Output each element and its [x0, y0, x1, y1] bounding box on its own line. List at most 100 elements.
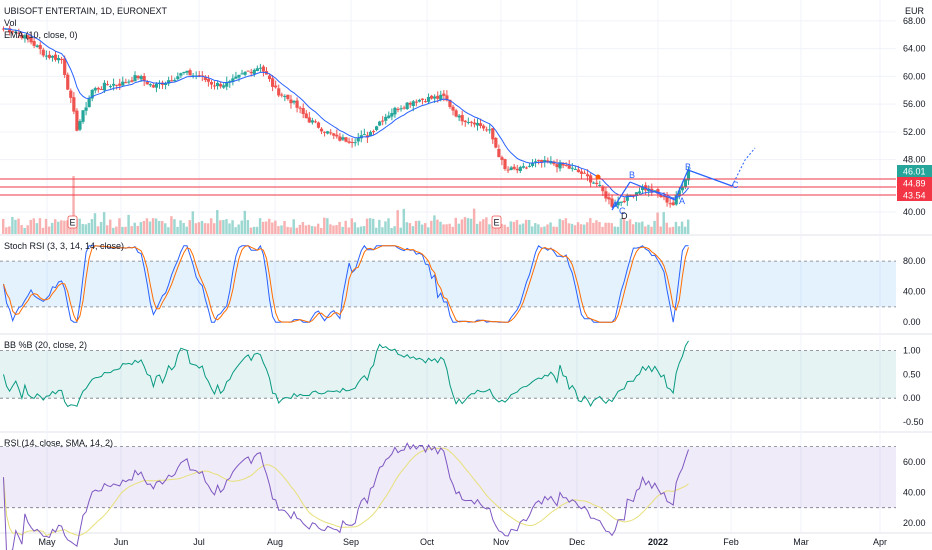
volume-bar — [246, 220, 250, 234]
candle-body — [344, 137, 348, 142]
candle-body — [454, 110, 458, 117]
x-tick-label: Dec — [569, 537, 586, 547]
indicator-tick-label: 60.00 — [903, 457, 926, 467]
volume-bar — [579, 224, 583, 234]
volume-bar — [494, 225, 497, 234]
volume-bar — [136, 225, 139, 234]
candle-body — [170, 80, 174, 82]
candle-body — [585, 174, 590, 177]
volume-bar — [133, 222, 136, 234]
candle-body — [96, 87, 100, 90]
candle-body — [439, 94, 443, 100]
candle-body — [610, 198, 614, 207]
volume-bar — [433, 215, 436, 234]
candle-body — [274, 85, 278, 88]
candle-body — [378, 121, 382, 126]
candle-body — [457, 115, 461, 118]
volume-bar — [475, 223, 479, 234]
volume-bar — [534, 223, 537, 234]
volume-bar — [509, 221, 513, 234]
volume-bar — [445, 224, 448, 234]
candle-body — [445, 95, 449, 101]
candle-body — [396, 108, 400, 110]
candle-body — [105, 84, 110, 86]
indicator-tick-label: 0.00 — [903, 393, 921, 403]
volume-bar — [564, 218, 568, 234]
volume-bar — [613, 226, 617, 234]
volume-bar — [472, 208, 476, 234]
volume-bars — [2, 176, 690, 234]
candle-body — [108, 86, 113, 88]
volume-bar — [558, 218, 561, 234]
volume-bar — [148, 221, 152, 234]
volume-bar — [274, 220, 277, 234]
candle-body — [63, 58, 67, 75]
wave-label: C — [619, 206, 626, 216]
volume-bar — [66, 220, 69, 234]
volume-bar — [604, 222, 607, 234]
candle-body — [182, 72, 186, 74]
candle-body — [448, 99, 452, 107]
earnings-marker — [67, 215, 78, 229]
volume-bar — [423, 223, 427, 234]
candle-body — [23, 35, 27, 39]
volume-bar — [653, 220, 656, 234]
volume-bar — [182, 223, 185, 234]
volume-bar — [576, 222, 580, 234]
price-tick-label: 48.00 — [903, 155, 926, 165]
candle-body — [347, 141, 351, 143]
volume-bar — [518, 224, 522, 234]
candle-body — [167, 80, 171, 84]
volume-bar — [310, 226, 314, 234]
volume-bar — [2, 218, 5, 234]
volume-bar — [167, 227, 170, 234]
candle-body — [417, 99, 421, 102]
volume-bar — [497, 223, 500, 234]
chart-grid — [0, 0, 932, 534]
volume-bar — [582, 224, 586, 234]
x-tick-label: Feb — [723, 537, 739, 547]
volume-bar — [463, 217, 467, 234]
candle-body — [307, 117, 311, 123]
indicator-panes[interactable] — [3, 244, 689, 550]
volume-bar — [390, 227, 393, 234]
candle-body — [475, 122, 480, 126]
candle-body — [249, 71, 253, 74]
price-pane[interactable] — [1, 25, 691, 209]
candle-body — [304, 113, 308, 119]
candle-body — [527, 165, 532, 167]
candle-body — [185, 70, 189, 73]
volume-bar — [491, 225, 494, 234]
volume-bar — [365, 218, 369, 234]
volume-bar — [200, 220, 204, 234]
candle-body — [319, 128, 324, 132]
volume-bar — [662, 212, 665, 234]
volume-bar — [347, 227, 350, 234]
candle-body — [8, 28, 12, 33]
x-tick-label: Jul — [193, 537, 205, 547]
candle-body — [503, 159, 507, 169]
candle-body — [203, 76, 207, 81]
volume-bar — [503, 224, 506, 234]
volume-bar — [506, 226, 509, 234]
candle-body — [350, 141, 354, 143]
volume-bar — [524, 219, 528, 234]
candle-body — [219, 84, 223, 87]
candle-body — [280, 94, 284, 96]
volume-bar — [650, 226, 653, 234]
candle-body — [582, 172, 587, 174]
currency-label: EUR — [905, 6, 925, 16]
candle-body — [163, 82, 168, 86]
volume-bar — [304, 225, 308, 234]
indicator-tick-label: 40.00 — [903, 287, 926, 297]
candle-body — [298, 107, 302, 109]
stoch-rsi-label: Stoch RSI (3, 3, 14, 14, close) — [4, 241, 124, 251]
candle-body — [215, 82, 220, 87]
volume-bar — [448, 223, 451, 234]
volume-bar — [142, 220, 146, 234]
candle-body — [130, 80, 134, 82]
volume-bar — [145, 218, 149, 234]
volume-bar — [350, 218, 354, 234]
axes: May Jun Jul Aug Sep Oct Nov Dec 2022 Feb Mar Apr 68.… — [38, 16, 925, 547]
